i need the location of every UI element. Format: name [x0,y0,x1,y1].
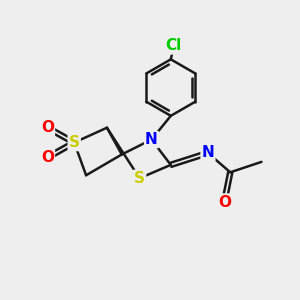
Text: S: S [69,135,80,150]
Text: Cl: Cl [166,38,182,53]
Text: S: S [134,171,145,186]
Text: N: N [145,132,158,147]
Text: N: N [202,146,214,160]
Text: O: O [218,194,231,209]
Text: O: O [41,120,54,135]
Text: O: O [41,150,54,165]
